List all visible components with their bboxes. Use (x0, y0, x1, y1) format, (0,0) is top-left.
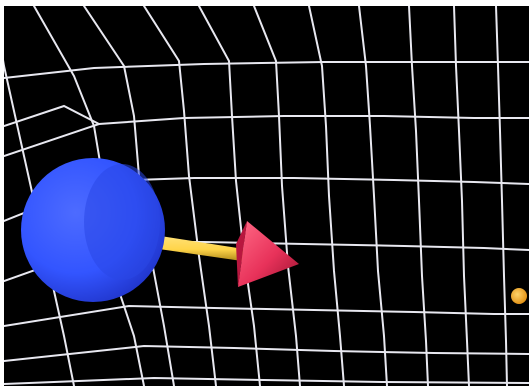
grid-vertical-line (253, 6, 301, 386)
grid-vertical-line (495, 6, 508, 386)
grid-vertical-line (143, 6, 217, 386)
3d-scene-canvas[interactable] (4, 6, 529, 386)
grid-horizontal-line (4, 104, 100, 127)
grid-vertical-line (358, 6, 388, 386)
blue-sphere-rim (84, 164, 160, 280)
grid-vertical-line (308, 6, 345, 386)
grid-horizontal-line (4, 304, 529, 327)
grid-horizontal-line (4, 376, 529, 385)
arrow-cone (238, 221, 299, 287)
grid-vertical-line (198, 6, 261, 386)
arrow-cone-shade (236, 221, 247, 287)
small-orange-ball (511, 288, 527, 304)
grid-horizontal-line (4, 115, 529, 157)
scene-objects (21, 158, 527, 304)
grid-vertical-line (453, 6, 470, 386)
grid-vertical-line (408, 6, 429, 386)
scene-svg (4, 6, 529, 386)
grid-horizontal-line (4, 61, 529, 79)
arrow-shaft (152, 235, 244, 261)
grid-horizontal-line (4, 344, 529, 362)
